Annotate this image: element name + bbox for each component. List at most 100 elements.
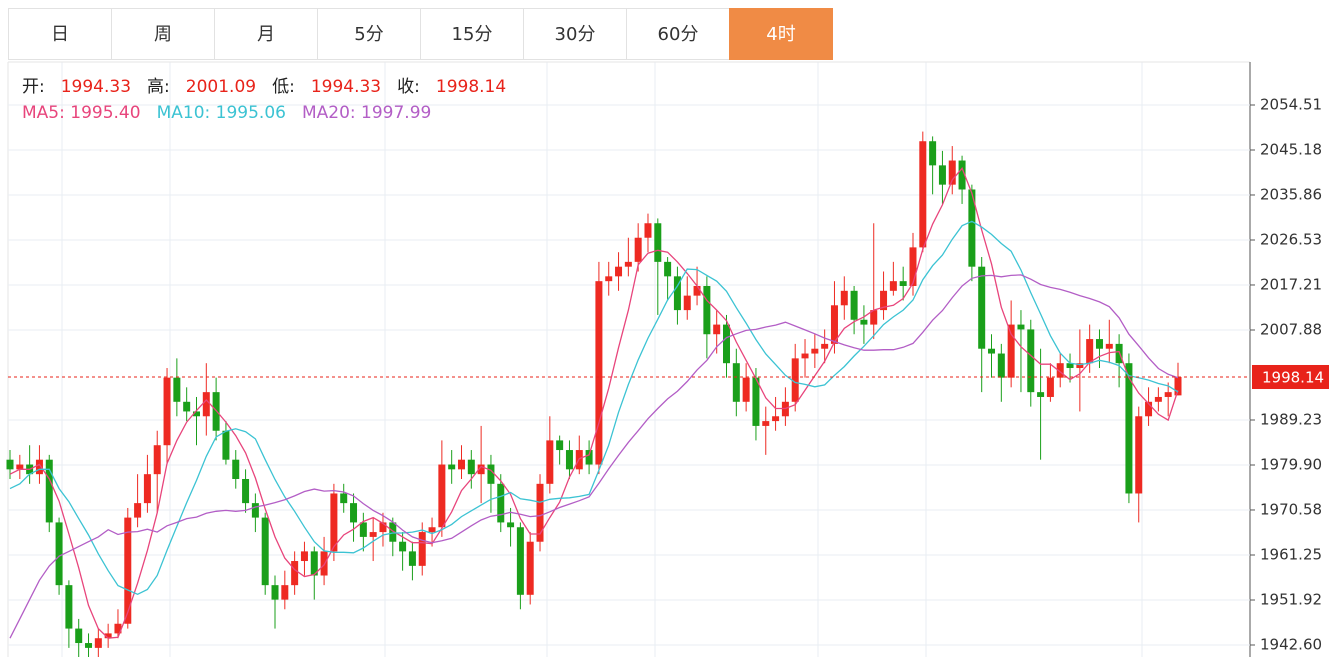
candle-body [261,517,269,586]
y-tick-label: 2054.51 [1260,95,1322,113]
candle-body [320,551,328,576]
period-tab[interactable]: 月 [214,8,318,60]
candle-body [870,310,878,325]
candle-body [644,223,652,238]
candle-body [1135,416,1143,494]
candle-body [693,285,701,296]
candle-body [821,343,829,349]
y-tick-label: 2045.18 [1260,141,1322,159]
candle-body [497,483,505,523]
chart-header: 开: 1994.33 高: 2001.09 低: 1994.33 收: 1998.14 MA5… [22,74,522,126]
ohlc-item: 高: 2001.09 [147,77,256,97]
candle-body [683,295,691,311]
ohlc-item: 开: 1994.33 [22,77,131,97]
candle-body [713,324,721,335]
ohlc-label: 收: [397,77,420,97]
candle-body [153,445,161,475]
candle-body [271,585,279,600]
candle-body [1017,324,1025,330]
candle-body [801,353,809,359]
period-tab[interactable]: 周 [111,8,215,60]
current-price-label: 1998.14 [1262,368,1324,386]
candle-body [507,522,515,528]
y-tick-label: 1970.58 [1260,500,1322,518]
ma-legend-item: MA201997.99 [302,103,431,123]
period-tabs: 日周月 5分 15分 30分 60分 4时 [8,8,833,60]
candle-body [350,503,358,523]
candle-body [1105,343,1113,349]
candle-body [840,290,848,306]
candle-body [703,285,711,335]
candle-body [428,527,436,533]
candle-body [163,377,171,446]
candle-body [860,319,868,325]
ma-line [9,167,1179,639]
candle-body [899,281,907,286]
candle-body [1076,363,1084,369]
candle-body [1145,401,1153,417]
ohlc-item: 低: 1994.33 [272,77,381,97]
grid [7,61,1251,657]
y-tick-label: 1961.25 [1260,545,1322,563]
candle-body [45,459,53,523]
period-tab[interactable]: 15分 [420,8,524,60]
candle-body [605,276,613,282]
candle-body [889,281,897,291]
ma-line [9,220,1179,596]
candle-body [997,353,1005,378]
candle-body [556,440,564,451]
candle-body [134,503,142,518]
candle-body [1125,363,1133,494]
y-tick-label: 2026.53 [1260,231,1322,249]
candle-body [438,464,446,528]
period-tab[interactable]: 4时 [729,8,833,60]
candle-body [448,464,456,470]
candle-body [1007,324,1015,378]
ma-value: 1997.99 [361,103,432,123]
candle-body [55,522,63,586]
candle-body [880,290,888,311]
candle-body [114,623,122,634]
candle-body [546,440,554,484]
candle-body [359,522,367,537]
candle-body [467,459,475,475]
y-tick-label: 2035.86 [1260,185,1322,203]
candle-body [664,261,672,277]
y-tick-label: 1942.60 [1260,635,1322,653]
candle-body [65,585,73,629]
candle-body [85,643,93,648]
candle-body [536,483,544,542]
candle-body [526,541,534,595]
candle-body [143,474,151,504]
candle-body [183,401,191,412]
candle-body [811,348,819,354]
period-tab[interactable]: 日 [8,8,112,60]
candle-body [6,459,14,470]
candle-body [457,459,465,470]
ohlc-row: 开: 1994.33 高: 2001.09 低: 1994.33 收: 1998.14 [22,74,522,100]
candle-body [340,493,348,504]
candle-body [251,503,259,518]
candle-body [399,541,407,552]
y-tick-label: 1979.90 [1260,456,1322,474]
y-tick-label: 1951.92 [1260,591,1322,609]
candle-body [408,551,416,566]
candle-body [389,522,397,542]
candle-body [1095,339,1103,349]
ma-legend-item: MA101995.06 [157,103,286,123]
ohlc-label: 高: [147,77,170,97]
candle-body [487,464,495,484]
y-tick-label: 2007.88 [1260,320,1322,338]
period-tab[interactable]: 5分 [317,8,421,60]
ohlc-item: 收: 1998.14 [397,77,506,97]
candle-body [104,633,112,639]
candle-body [585,450,593,465]
candle-body [978,266,986,349]
candle-body [1086,339,1094,364]
period-tab[interactable]: 60分 [626,8,730,60]
candle-body [330,493,338,552]
ma-line [9,274,1179,639]
ohlc-label: 低: [272,77,295,97]
period-tab[interactable]: 30分 [523,8,627,60]
